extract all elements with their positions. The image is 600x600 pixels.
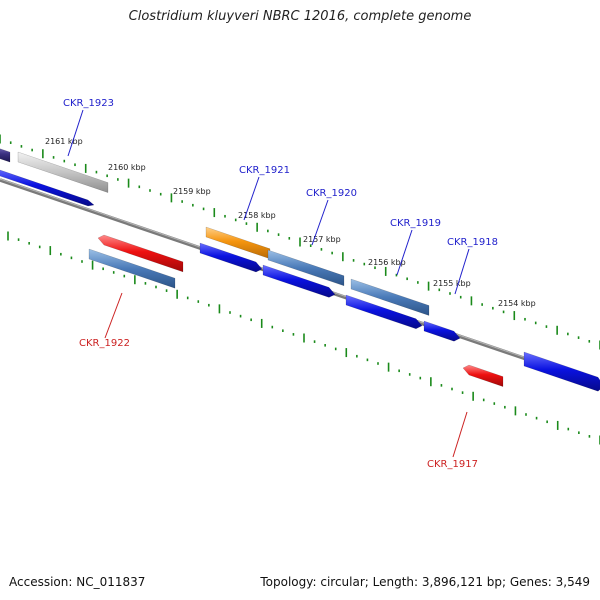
gene-label-leaders: [67, 109, 470, 458]
feature-cds-minus-red[interactable]: [462, 364, 504, 387]
scale-label: 2161 kbp: [45, 137, 83, 146]
feature-cds-plus-blue[interactable]: [0, 168, 95, 207]
gene-label-leader: [452, 411, 468, 458]
gene-label-leader: [243, 176, 260, 221]
feature-cds-plus-blue[interactable]: [523, 351, 600, 392]
gene-label-ckr-1919[interactable]: CKR_1919: [390, 218, 441, 229]
scale-label: 2158 kbp: [238, 211, 276, 220]
feature-gene-minus-steelblue[interactable]: [88, 248, 176, 289]
feature-track: [0, 146, 600, 392]
feature-cds-plus-blue[interactable]: [423, 320, 461, 342]
scale-label: 2155 kbp: [433, 279, 471, 288]
scale-label: 2159 kbp: [173, 187, 211, 196]
feature-cds-minus-red[interactable]: [97, 234, 184, 273]
feature-gene-plus-steelblue[interactable]: [267, 249, 345, 287]
gene-labels: CKR_1923 CKR_1921 CKR_1920 CKR_1919 CKR_1918…: [63, 98, 498, 470]
gene-label-leader: [67, 109, 84, 157]
gene-label-ckr-1921[interactable]: CKR_1921: [239, 165, 290, 176]
feature-gene-plus-gray[interactable]: [17, 151, 109, 193]
outer-scale-ticks: [0, 134, 600, 350]
gene-label-ckr-1923[interactable]: CKR_1923: [63, 98, 114, 109]
scale-label: 2154 kbp: [498, 299, 536, 308]
scale-label: 2157 kbp: [303, 235, 341, 244]
topology-summary-text: Topology: circular; Length: 3,896,121 bp…: [260, 575, 590, 589]
inner-scale-ticks: [7, 231, 600, 445]
feature-cds-plus-blue[interactable]: [199, 242, 263, 273]
gene-label-leader: [454, 248, 470, 295]
feature-gene-plus-steelblue[interactable]: [350, 278, 430, 316]
gene-label-leader: [396, 229, 413, 276]
feature-cds-plus-blue[interactable]: [262, 264, 336, 298]
scale-label: 2156 kbp: [368, 258, 406, 267]
scale-label: 2160 kbp: [108, 163, 146, 172]
gene-label-leader: [311, 199, 329, 246]
gene-label-leader: [104, 292, 123, 339]
feature-cds-plus-blue[interactable]: [345, 294, 423, 330]
gene-label-ckr-1918[interactable]: CKR_1918: [447, 237, 498, 248]
feature-gene-plus-navy[interactable]: [0, 146, 11, 163]
gene-label-ckr-1922[interactable]: CKR_1922: [79, 338, 130, 349]
gene-label-ckr-1917[interactable]: CKR_1917: [427, 459, 478, 470]
accession-text: Accession: NC_011837: [9, 575, 146, 589]
scale-labels: 2161 kbp 2160 kbp 2159 kbp 2158 kbp 2157 kbp…: [45, 137, 536, 308]
gene-label-ckr-1920[interactable]: CKR_1920: [306, 188, 357, 199]
genome-title: Clostridium kluyveri NBRC 12016, complet…: [128, 9, 472, 24]
